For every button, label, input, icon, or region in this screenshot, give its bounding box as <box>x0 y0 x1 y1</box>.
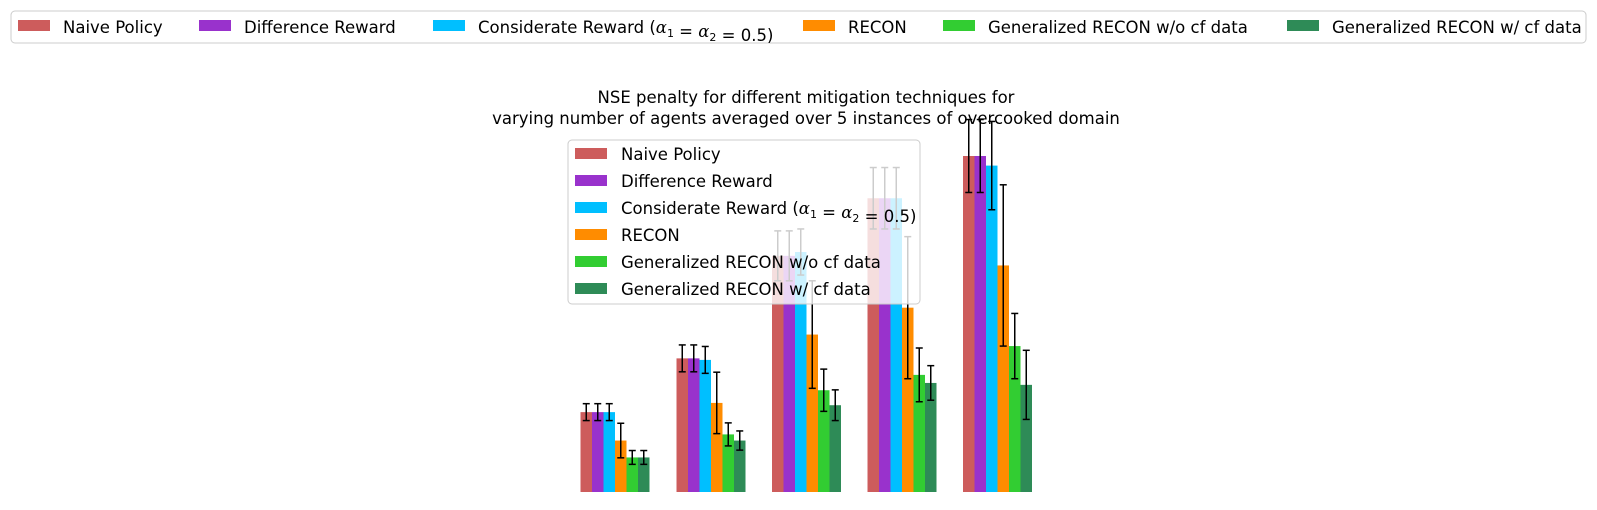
error-bar <box>820 368 828 413</box>
inner-legend-frame <box>567 139 921 305</box>
error-bar <box>678 344 686 373</box>
top-legend-label: Generalized RECON w/ cf data <box>1332 18 1582 37</box>
bar <box>890 198 902 493</box>
error-bar <box>617 422 625 459</box>
bar <box>688 358 700 492</box>
bar <box>734 440 746 492</box>
top-legend-label: RECON <box>848 18 907 37</box>
top-legend-swatch <box>433 20 465 31</box>
error-bar <box>1022 349 1030 421</box>
chart-title-line-1: NSE penalty for different mitigation tec… <box>598 88 1015 107</box>
inner-legend-label: Generalized RECON w/o cf data <box>621 253 881 272</box>
inner-legend-swatch <box>575 229 607 240</box>
inner-legend: Naive Policy Difference Reward Considerate… <box>567 139 921 305</box>
error-bar <box>724 422 732 447</box>
bar <box>1020 384 1032 492</box>
error-bar <box>736 430 744 451</box>
top-legend-label: Generalized RECON w/o cf data <box>988 18 1248 37</box>
bar <box>818 390 830 492</box>
inner-legend-swatch <box>575 202 607 213</box>
error-bar <box>628 449 636 466</box>
top-legend-swatch <box>943 20 975 31</box>
top-legend-label: Considerate Reward (α1 = α2 = 0.5) <box>478 18 773 45</box>
error-bar <box>831 389 839 422</box>
bar <box>603 412 615 492</box>
top-legend-swatch <box>199 20 231 31</box>
bar <box>963 156 975 492</box>
inner-legend-label: Difference Reward <box>621 172 773 191</box>
bar <box>879 198 891 493</box>
bar <box>722 434 734 492</box>
error-bar <box>915 347 923 403</box>
bar <box>626 457 638 492</box>
error-bar <box>1011 312 1019 380</box>
inner-legend-label: Considerate Reward (α1 = α2 = 0.5) <box>621 199 916 226</box>
bar <box>974 156 986 492</box>
bar <box>615 440 627 492</box>
top-legend-label: Naive Policy <box>63 18 163 37</box>
error-bar <box>988 120 996 211</box>
error-bar <box>582 402 590 422</box>
bar <box>772 255 784 492</box>
bar <box>925 382 937 492</box>
top-legend-frame <box>10 10 1587 44</box>
bar <box>997 265 1009 492</box>
error-bar <box>965 118 973 194</box>
top-legend-label: Difference Reward <box>244 18 396 37</box>
error-bar <box>690 344 698 373</box>
bar <box>638 457 650 492</box>
bar <box>699 359 711 492</box>
top-legend-swatch <box>803 20 835 31</box>
bar <box>806 334 818 492</box>
error-bar <box>605 402 613 422</box>
inner-legend-label: Naive Policy <box>621 145 721 164</box>
bar <box>902 307 914 492</box>
inner-legend-label: Generalized RECON w/ cf data <box>621 280 871 299</box>
error-bar <box>713 371 721 435</box>
bar <box>783 255 795 492</box>
inner-legend-label: RECON <box>621 226 680 245</box>
bar <box>1009 346 1021 492</box>
bar <box>795 252 807 492</box>
bar <box>867 198 879 493</box>
inner-legend-swatch <box>575 283 607 294</box>
bar <box>592 412 604 492</box>
error-bar <box>701 345 709 375</box>
bar <box>913 374 925 492</box>
inner-legend-swatch <box>575 256 607 267</box>
bar <box>676 358 688 492</box>
top-legend-swatch <box>18 20 50 31</box>
inner-legend-swatch <box>575 148 607 159</box>
error-bar <box>640 449 648 466</box>
bar <box>711 402 723 492</box>
bar <box>580 412 592 492</box>
bar <box>986 165 998 492</box>
error-bar <box>999 184 1007 347</box>
inner-legend-swatch <box>575 175 607 186</box>
top-legend-swatch <box>1287 20 1319 31</box>
error-bar <box>976 118 984 194</box>
chart-title-line-2: varying number of agents averaged over 5… <box>492 109 1120 128</box>
top-legend: Naive Policy Difference Reward Considerate… <box>10 10 1587 45</box>
bar <box>829 405 841 492</box>
error-bar <box>594 402 602 422</box>
error-bar <box>927 364 935 401</box>
bars <box>580 118 1032 493</box>
